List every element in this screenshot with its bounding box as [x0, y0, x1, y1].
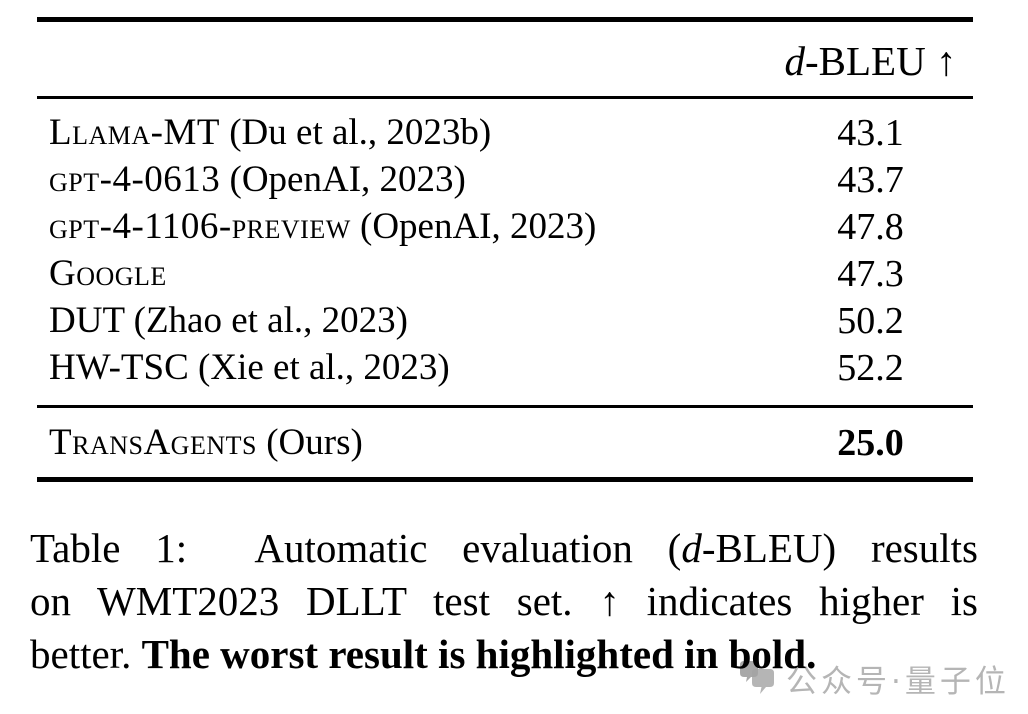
- model-name-cell: HW-TSC (Xie et al., 2023): [37, 346, 768, 389]
- table-mid-rule-2: [37, 405, 973, 408]
- score-value: 43.1: [837, 111, 904, 154]
- caption-line-3: better. The worst result is highlighted …: [30, 628, 978, 681]
- model-name-cell: gpt-4-0613 (OpenAI, 2023): [37, 158, 768, 201]
- table-mid-rule-1: [37, 96, 973, 99]
- model-citation: (OpenAI, 2023): [220, 159, 466, 200]
- qbitai-speech-bubbles-icon: [740, 660, 774, 694]
- score-value-bold: 25.0: [837, 421, 904, 464]
- model-citation: (Zhao et al., 2023): [124, 300, 408, 341]
- model-citation: (Du et al., 2023b): [219, 112, 492, 153]
- model-name-cell: Llama-MT (Du et al., 2023b): [37, 111, 768, 154]
- model-name-cell: gpt-4-1106-preview (OpenAI, 2023): [37, 205, 768, 248]
- model-citation: (Ours): [256, 422, 363, 463]
- table-row-ours: TransAgents (Ours) 25.0: [37, 408, 973, 477]
- caption-line-2: on WMT2023 DLLT test set. ↑ indicates hi…: [30, 575, 978, 628]
- model-name: gpt-4-1106-preview: [49, 206, 351, 247]
- header-dbleu-label: -BLEU ↑: [805, 38, 957, 84]
- score-value: 47.8: [837, 205, 904, 248]
- model-name: TransAgents: [49, 422, 257, 463]
- model-name-cell: TransAgents (Ours): [37, 421, 768, 464]
- model-name: Google: [49, 253, 167, 294]
- caption-italic-d: d: [681, 525, 702, 571]
- caption-text: better.: [30, 631, 142, 677]
- score-value: 50.2: [837, 299, 904, 342]
- score-value: 52.2: [837, 346, 904, 389]
- qbitai-watermark: 公众号·量子位: [738, 656, 1010, 701]
- table-body: Llama-MT (Du et al., 2023b) 43.1 gpt-4-0…: [37, 99, 973, 405]
- table-row: Llama-MT (Du et al., 2023b) 43.1: [37, 109, 973, 156]
- header-italic-d: d: [784, 38, 806, 84]
- caption-text: on WMT2023 DLLT test set. ↑ indicates hi…: [30, 578, 978, 624]
- results-table: d-BLEU ↑ Llama-MT (Du et al., 2023b) 43.…: [37, 17, 973, 482]
- caption-text: Table 1: Automatic evaluation (: [30, 525, 682, 571]
- score-value: 47.3: [837, 252, 904, 295]
- table-top-rule: [37, 17, 973, 22]
- model-citation: (Xie et al., 2023): [188, 347, 450, 388]
- model-name: HW-TSC: [49, 347, 189, 388]
- table-row: gpt-4-1106-preview (OpenAI, 2023) 47.8: [37, 203, 973, 250]
- model-name: Llama-MT: [49, 112, 220, 153]
- table-row: Google 47.3: [37, 250, 973, 297]
- model-name: DUT: [49, 300, 125, 341]
- table-caption: Table 1: Automatic evaluation (d-BLEU) r…: [30, 522, 978, 681]
- table-row: gpt-4-0613 (OpenAI, 2023) 43.7: [37, 156, 973, 203]
- caption-line-1: Table 1: Automatic evaluation (d-BLEU) r…: [30, 522, 978, 575]
- score-value: 43.7: [837, 158, 904, 201]
- table-header-row: d-BLEU ↑: [37, 22, 973, 96]
- model-name: gpt-4-0613: [49, 159, 221, 200]
- table-row: HW-TSC (Xie et al., 2023) 52.2: [37, 344, 973, 391]
- caption-bold-text: The worst result is highlighted in bold.: [141, 631, 817, 677]
- header-dbleu-cell: d-BLEU ↑: [768, 37, 973, 85]
- model-name-cell: Google: [37, 252, 768, 295]
- caption-text: -BLEU) results: [701, 525, 978, 571]
- table-row: DUT (Zhao et al., 2023) 50.2: [37, 297, 973, 344]
- watermark-text: 公众号·量子位: [786, 664, 1010, 700]
- table-bottom-rule: [37, 477, 973, 482]
- model-citation: (OpenAI, 2023): [350, 206, 597, 247]
- model-name-cell: DUT (Zhao et al., 2023): [37, 299, 768, 342]
